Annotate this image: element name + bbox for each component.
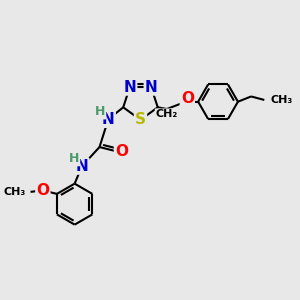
- Text: O: O: [115, 144, 128, 159]
- Text: S: S: [135, 112, 146, 128]
- Text: CH₃: CH₃: [3, 187, 25, 197]
- Text: N: N: [145, 80, 158, 94]
- Text: N: N: [123, 80, 136, 94]
- Text: H: H: [69, 152, 79, 165]
- Text: O: O: [36, 183, 49, 198]
- Text: CH₃: CH₃: [270, 95, 292, 105]
- Text: N: N: [102, 112, 115, 127]
- Text: H: H: [95, 106, 105, 118]
- Text: O: O: [181, 91, 194, 106]
- Text: N: N: [76, 159, 88, 174]
- Text: CH₂: CH₂: [156, 109, 178, 119]
